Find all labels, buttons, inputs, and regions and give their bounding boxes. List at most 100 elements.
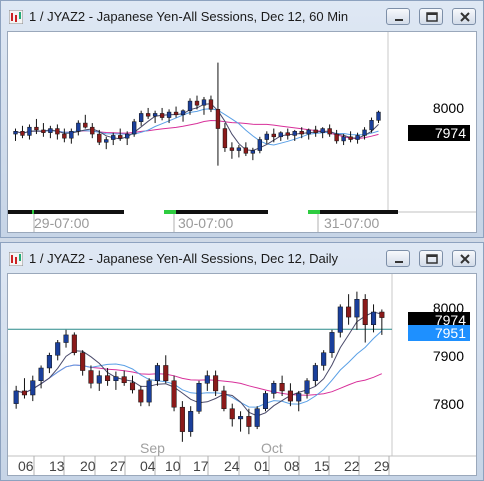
candle-body <box>369 120 374 131</box>
day-label: 13 <box>49 458 65 474</box>
chart-area-daily[interactable]: 8000 7900 7800 7974 7951 Sep Oct 06 13 2… <box>7 273 477 476</box>
candle-body <box>97 133 102 143</box>
candle-body <box>55 128 60 135</box>
maximize-button[interactable] <box>419 250 443 267</box>
day-label: 01 <box>254 458 270 474</box>
candle-body <box>20 131 25 136</box>
candle-body <box>180 110 186 116</box>
maximize-button[interactable] <box>419 8 443 25</box>
candle-body <box>262 393 269 409</box>
title-bar[interactable]: 1 / JYAZ2 - Japanese Yen-All Sessions, D… <box>1 1 483 31</box>
candle-body <box>285 132 290 136</box>
candle-body <box>341 136 346 142</box>
candle-body <box>250 150 256 154</box>
candle-body <box>246 416 252 427</box>
candle-body <box>354 299 360 318</box>
maximize-icon <box>426 12 438 22</box>
minimize-icon <box>395 19 403 21</box>
chart-area-60min[interactable]: 8000 7974 29-07:00 30-07:00 31-07:00 <box>7 31 477 233</box>
minimize-button[interactable] <box>386 250 410 267</box>
day-label: 22 <box>344 458 360 474</box>
candle-body <box>129 382 136 391</box>
candle-body <box>213 375 219 392</box>
candle-body <box>222 128 228 149</box>
candle-body <box>379 311 385 318</box>
candle-body <box>229 408 235 420</box>
candle-body <box>38 367 44 381</box>
candle-body <box>196 383 202 412</box>
candle-body <box>208 99 214 110</box>
session-bar-segment <box>8 210 32 214</box>
moving-average-short <box>15 103 379 152</box>
x-axis-label: 31-07:00 <box>324 215 380 231</box>
candle-body <box>55 342 61 356</box>
candle-body <box>111 135 116 140</box>
session-bar-segment <box>164 210 176 214</box>
chart-plot-60min <box>8 32 476 232</box>
candle-body <box>96 375 102 384</box>
candle-body <box>346 306 352 318</box>
candle-body <box>329 332 335 353</box>
minimize-icon <box>395 261 403 263</box>
candle-body <box>229 147 235 151</box>
day-label: 27 <box>110 458 126 474</box>
chart-app-icon <box>8 251 24 267</box>
moving-average-mid <box>15 108 379 146</box>
candle-body <box>337 306 343 333</box>
candle-body <box>71 334 77 353</box>
session-bar-segment <box>320 210 398 214</box>
day-label: 29 <box>374 458 390 474</box>
close-icon <box>460 254 470 264</box>
candle-body <box>63 334 69 343</box>
close-button[interactable] <box>452 8 476 25</box>
y-axis-label: 7800 <box>432 396 464 412</box>
chart-window-daily[interactable]: 1 / JYAZ2 - Japanese Yen-All Sessions, D… <box>0 242 484 481</box>
candle-body <box>188 411 194 432</box>
month-label: Oct <box>261 440 283 456</box>
candle-body <box>21 390 28 396</box>
candle-body <box>121 376 127 384</box>
candle-body <box>138 113 144 122</box>
candle-body <box>69 131 74 139</box>
day-label: 08 <box>284 458 300 474</box>
candle-body <box>312 365 318 381</box>
candle-body <box>204 375 210 384</box>
last-price-tag: 7974 <box>408 125 470 141</box>
candle-body <box>27 126 32 136</box>
window-title: 1 / JYAZ2 - Japanese Yen-All Sessions, D… <box>29 9 349 24</box>
close-button[interactable] <box>452 250 476 267</box>
candle-body <box>194 100 200 106</box>
day-label: 10 <box>165 458 181 474</box>
candle-body <box>264 133 269 140</box>
candle-body <box>320 128 325 133</box>
y-axis-label: 8000 <box>432 100 464 116</box>
candle-body <box>179 406 185 432</box>
candle-body <box>187 100 193 111</box>
y-axis-label: 7900 <box>432 348 464 364</box>
window-title: 1 / JYAZ2 - Japanese Yen-All Sessions, D… <box>29 251 339 266</box>
x-axis-label: 30-07:00 <box>178 215 234 231</box>
candle-body <box>327 128 332 135</box>
candle-body <box>287 390 293 402</box>
candle-body <box>152 113 158 117</box>
candle-body <box>173 111 179 116</box>
candle-body <box>105 375 111 381</box>
candle-body <box>48 128 53 133</box>
candle-body <box>362 129 367 136</box>
candle-body <box>34 126 39 131</box>
candle-body <box>80 352 86 371</box>
candle-body <box>132 121 137 135</box>
chart-window-60min[interactable]: 1 / JYAZ2 - Japanese Yen-All Sessions, D… <box>0 0 484 238</box>
x-axis-label: 29-07:00 <box>34 215 90 231</box>
candle-body <box>334 133 339 142</box>
title-bar[interactable]: 1 / JYAZ2 - Japanese Yen-All Sessions, D… <box>1 243 483 273</box>
candle-body <box>279 383 285 392</box>
candle-body <box>271 383 277 394</box>
day-label: 15 <box>314 458 330 474</box>
candle-body <box>215 109 221 129</box>
candle-body <box>362 299 368 325</box>
candle-body <box>90 126 95 135</box>
session-bar-segment <box>124 210 164 214</box>
minimize-button[interactable] <box>386 8 410 25</box>
settle-price-tag: 7951 <box>408 325 470 341</box>
